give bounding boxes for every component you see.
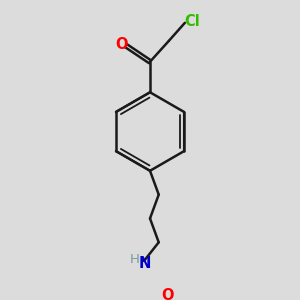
Text: Cl: Cl bbox=[184, 14, 200, 29]
Text: O: O bbox=[161, 288, 174, 300]
Text: H: H bbox=[130, 253, 140, 266]
Text: O: O bbox=[115, 37, 128, 52]
Text: N: N bbox=[139, 256, 151, 271]
